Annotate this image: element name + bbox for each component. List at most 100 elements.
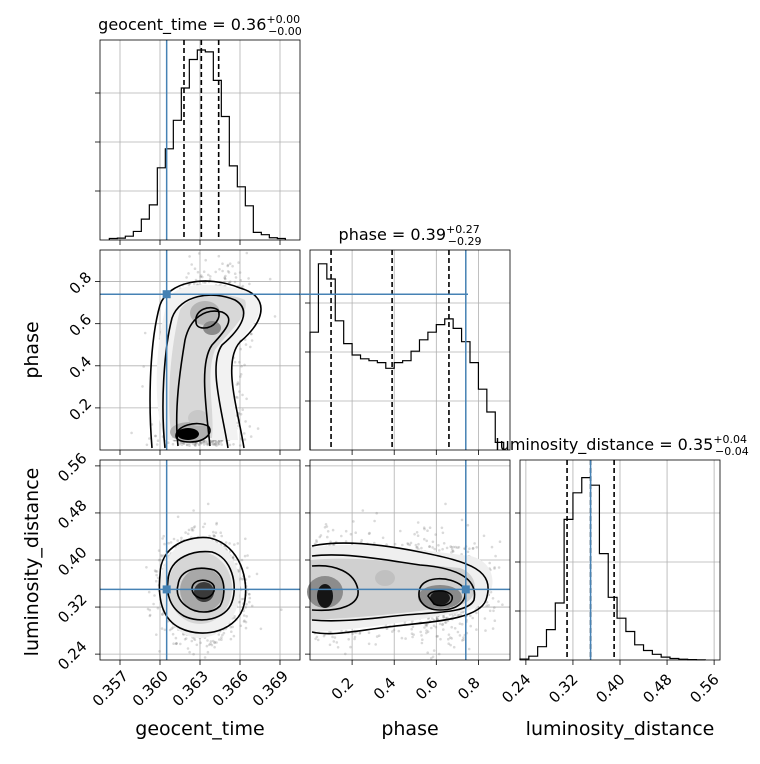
sample-point: [239, 375, 242, 378]
sample-point: [184, 531, 187, 534]
sample-point: [233, 615, 236, 618]
sample-point: [245, 603, 248, 606]
sample-point: [433, 649, 436, 652]
sample-point: [204, 259, 207, 262]
sample-point: [221, 262, 224, 265]
sample-point: [229, 444, 232, 447]
sample-point: [240, 625, 243, 628]
sample-point: [218, 638, 221, 641]
sample-point: [475, 612, 478, 615]
sample-point: [213, 535, 216, 538]
sample-point: [228, 271, 231, 274]
sample-point: [239, 271, 242, 274]
sample-point: [148, 591, 151, 594]
sample-point: [399, 530, 402, 533]
sample-point: [374, 643, 377, 646]
title-main: phase = 0.39: [339, 225, 446, 244]
sample-point: [238, 601, 241, 604]
sample-point: [191, 529, 194, 532]
sample-point: [185, 276, 188, 279]
sample-point: [431, 546, 434, 549]
sample-point: [471, 617, 474, 620]
sample-point: [225, 541, 228, 544]
sample-point: [238, 390, 241, 393]
sample-point: [457, 631, 460, 634]
sample-point: [187, 533, 190, 536]
sample-point: [161, 537, 164, 540]
title-sub: −0.29: [448, 235, 482, 248]
sample-point: [148, 437, 151, 440]
sample-point: [251, 605, 254, 608]
sample-point: [469, 615, 472, 618]
sample-point: [188, 529, 191, 532]
sample-point: [157, 439, 160, 442]
sample-point: [237, 261, 240, 264]
sample-point: [230, 630, 233, 633]
sample-point: [155, 633, 158, 636]
sample-point: [172, 443, 175, 446]
panel-2-2: [515, 460, 720, 665]
sample-point: [197, 271, 200, 274]
sample-point: [215, 441, 218, 444]
sample-point: [461, 623, 464, 626]
sample-point: [187, 272, 190, 275]
sample-point: [425, 540, 428, 543]
sample-point: [198, 443, 201, 446]
sample-point: [196, 644, 199, 647]
sample-point: [173, 538, 176, 541]
sample-point: [235, 276, 238, 279]
sample-point: [245, 343, 248, 346]
histogram-luminosity_distance: [520, 478, 705, 660]
sample-point: [212, 531, 215, 534]
title-luminosity_distance: luminosity_distance = 0.35+0.04−0.04: [495, 433, 749, 458]
sample-point: [368, 532, 371, 535]
sample-point: [331, 636, 334, 639]
sample-point: [244, 606, 247, 609]
sample-point: [163, 543, 166, 546]
sample-point: [206, 443, 209, 446]
sample-point: [219, 283, 222, 286]
sample-point: [172, 642, 175, 645]
sample-point: [246, 252, 249, 255]
sample-point: [224, 277, 227, 280]
sample-point: [141, 385, 144, 388]
sample-point: [236, 383, 239, 386]
sample-point: [410, 542, 413, 545]
sample-point: [239, 348, 242, 351]
sample-point: [188, 255, 191, 258]
histogram-geocent_time: [109, 50, 285, 240]
sample-point: [244, 438, 247, 441]
sample-point: [419, 631, 422, 634]
sample-point: [206, 639, 209, 642]
panel-1-0: [95, 250, 300, 455]
sample-point: [184, 638, 187, 641]
sample-point: [317, 639, 320, 642]
sample-point: [243, 364, 246, 367]
sample-point: [246, 567, 249, 570]
sample-point: [158, 650, 161, 653]
title-phase: phase = 0.39+0.27−0.29: [339, 223, 482, 248]
sample-point: [248, 593, 251, 596]
sample-point: [243, 620, 246, 623]
sample-point: [208, 644, 211, 647]
sample-point: [175, 642, 178, 645]
sample-point: [234, 361, 237, 364]
sample-point: [468, 648, 471, 651]
sample-point: [198, 252, 201, 255]
sample-point: [213, 646, 216, 649]
sample-point: [244, 538, 247, 541]
sample-point: [484, 617, 487, 620]
truth-marker: [163, 290, 171, 298]
sample-point: [203, 443, 206, 446]
sample-point: [420, 634, 423, 637]
sample-point: [248, 283, 251, 286]
sample-point: [234, 272, 237, 275]
panel-1-1: [305, 250, 510, 455]
sample-point: [155, 574, 158, 577]
sample-point: [423, 538, 426, 541]
sample-point: [234, 281, 237, 284]
sample-point: [425, 632, 428, 635]
sample-point: [439, 638, 442, 641]
sample-point: [280, 608, 283, 611]
sample-point: [269, 278, 272, 281]
